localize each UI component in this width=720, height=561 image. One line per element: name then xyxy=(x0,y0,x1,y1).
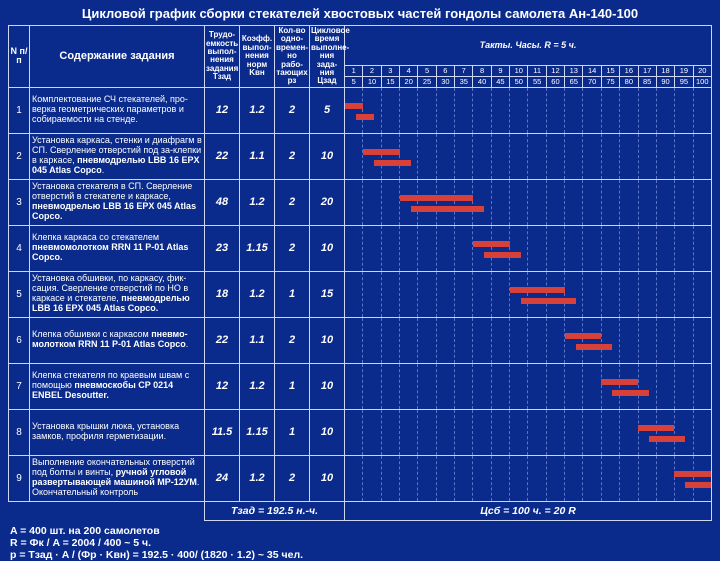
row-k: 1.15 xyxy=(240,225,275,271)
row-p: 2 xyxy=(275,225,310,271)
row-p: 2 xyxy=(275,179,310,225)
row-t: 18 xyxy=(205,271,240,317)
row-n: 9 xyxy=(9,455,30,501)
row-desc: Клепка стекателя по краевым швам с помощ… xyxy=(30,363,205,409)
row-desc: Комплектование СЧ стекателей, про-верка … xyxy=(30,87,205,133)
row-c: 15 xyxy=(310,271,345,317)
row-desc: Установка крышки люка, установка замков,… xyxy=(30,409,205,455)
row-bars xyxy=(345,225,712,271)
row-n: 6 xyxy=(9,317,30,363)
row-c: 10 xyxy=(310,409,345,455)
row-t: 48 xyxy=(205,179,240,225)
row-t: 11.5 xyxy=(205,409,240,455)
col-t: Трудо-емкость выпол-нения задания Тзад xyxy=(205,26,240,88)
row-n: 8 xyxy=(9,409,30,455)
row-bars xyxy=(345,87,712,133)
row-desc: Клепка каркаса со стекателем пневмомолот… xyxy=(30,225,205,271)
row-p: 2 xyxy=(275,455,310,501)
row-n: 3 xyxy=(9,179,30,225)
row-c: 20 xyxy=(310,179,345,225)
row-desc: Установка каркаса, стенки и диафрагм в С… xyxy=(30,133,205,179)
footer-formulas: A = 400 шт. на 200 самолетовR = Фк / A =… xyxy=(8,521,712,561)
row-t: 24 xyxy=(205,455,240,501)
col-desc: Содержание задания xyxy=(30,26,205,88)
row-desc: Клепка обшивки с каркасом пневмо-молотко… xyxy=(30,317,205,363)
col-takt: Такты. Часы. R = 5 ч. xyxy=(345,26,712,66)
row-n: 2 xyxy=(9,133,30,179)
row-bars xyxy=(345,409,712,455)
row-k: 1.2 xyxy=(240,455,275,501)
row-desc: Установка стекателя в СП. Сверление отве… xyxy=(30,179,205,225)
row-bars xyxy=(345,455,712,501)
sum-c: Цсб = 100 ч. = 20 R xyxy=(345,501,712,520)
row-k: 1.1 xyxy=(240,133,275,179)
row-c: 10 xyxy=(310,133,345,179)
row-t: 23 xyxy=(205,225,240,271)
row-t: 22 xyxy=(205,317,240,363)
row-p: 1 xyxy=(275,363,310,409)
page-title: Цикловой график сборки стекателей хвосто… xyxy=(8,6,712,21)
row-p: 2 xyxy=(275,317,310,363)
row-bars xyxy=(345,133,712,179)
row-c: 10 xyxy=(310,363,345,409)
row-n: 1 xyxy=(9,87,30,133)
row-t: 12 xyxy=(205,363,240,409)
col-p: Кол-во одно-времен-но рабо-тающих рз xyxy=(275,26,310,88)
row-p: 2 xyxy=(275,87,310,133)
row-k: 1.2 xyxy=(240,179,275,225)
row-c: 10 xyxy=(310,317,345,363)
row-p: 1 xyxy=(275,409,310,455)
sum-t: Тзад = 192.5 н.-ч. xyxy=(205,501,345,520)
row-n: 7 xyxy=(9,363,30,409)
col-k: Коэфф. выпол-нения норм Kвн xyxy=(240,26,275,88)
row-n: 5 xyxy=(9,271,30,317)
row-c: 10 xyxy=(310,225,345,271)
row-p: 2 xyxy=(275,133,310,179)
row-t: 12 xyxy=(205,87,240,133)
row-k: 1.2 xyxy=(240,87,275,133)
row-k: 1.2 xyxy=(240,363,275,409)
row-k: 1.2 xyxy=(240,271,275,317)
row-desc: Установка обшивки, по каркасу, фик-сация… xyxy=(30,271,205,317)
row-desc: Выполнение окончательных отверстий под б… xyxy=(30,455,205,501)
row-n: 4 xyxy=(9,225,30,271)
row-t: 22 xyxy=(205,133,240,179)
row-p: 1 xyxy=(275,271,310,317)
col-c: Цикловое время выполне-ния зада-ния Цзад xyxy=(310,26,345,88)
row-bars xyxy=(345,271,712,317)
row-bars xyxy=(345,317,712,363)
row-k: 1.15 xyxy=(240,409,275,455)
row-c: 10 xyxy=(310,455,345,501)
row-c: 5 xyxy=(310,87,345,133)
schedule-table: N п/п Содержание задания Трудо-емкость в… xyxy=(8,25,712,521)
row-bars xyxy=(345,363,712,409)
col-n: N п/п xyxy=(9,26,30,88)
row-k: 1.1 xyxy=(240,317,275,363)
row-bars xyxy=(345,179,712,225)
